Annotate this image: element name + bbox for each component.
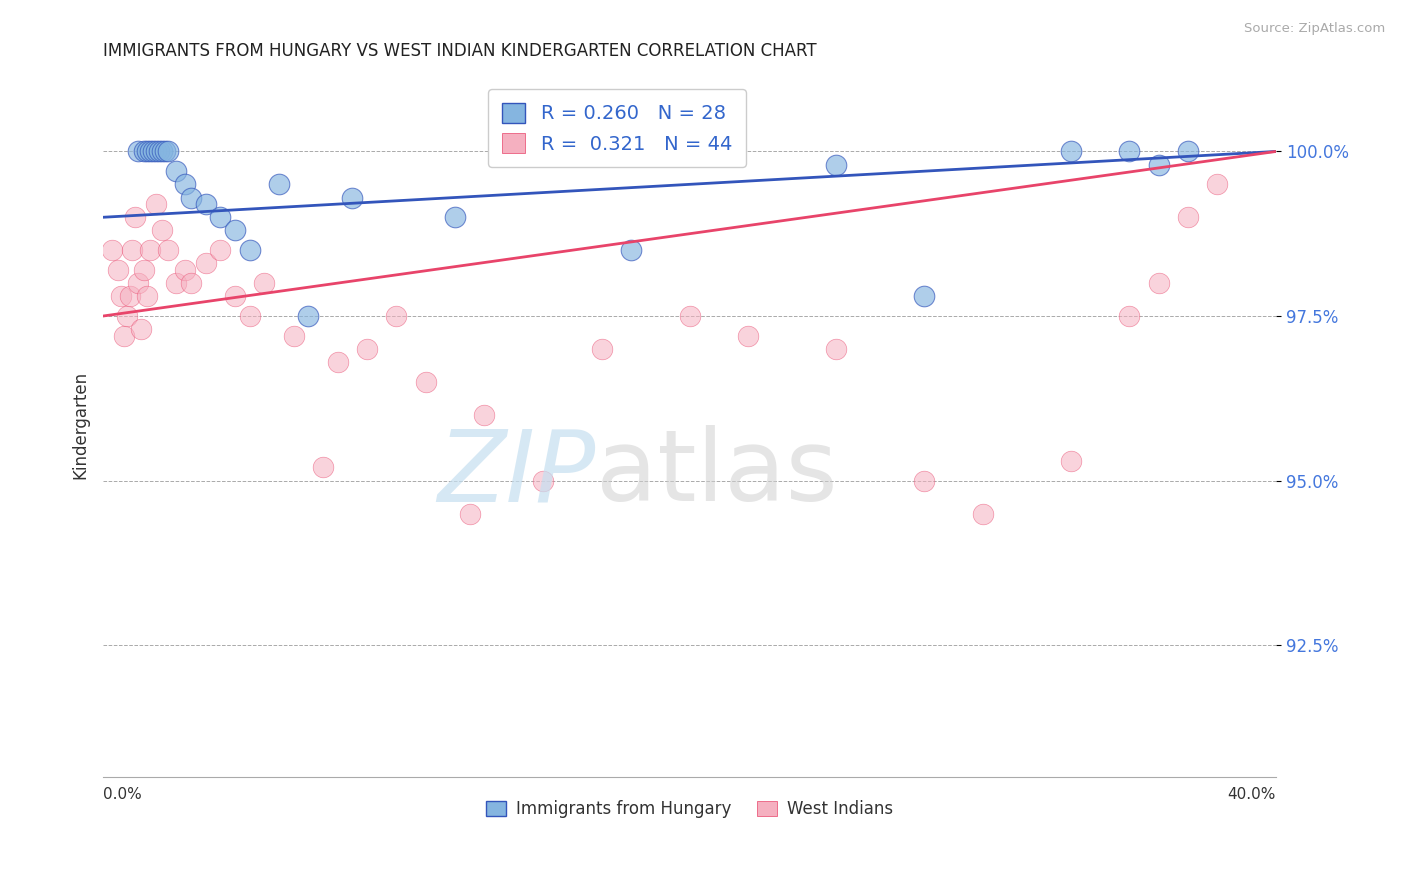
Point — [153, 145, 176, 159]
Point — [678, 309, 700, 323]
Point — [118, 289, 141, 303]
Point — [1060, 145, 1083, 159]
Point — [385, 309, 408, 323]
Point — [531, 474, 554, 488]
Point — [458, 507, 481, 521]
Point — [1147, 276, 1170, 290]
Point — [912, 289, 935, 303]
Point — [121, 243, 143, 257]
Point — [209, 243, 232, 257]
Point — [124, 211, 146, 225]
Point — [156, 243, 179, 257]
Point — [224, 289, 246, 303]
Text: IMMIGRANTS FROM HUNGARY VS WEST INDIAN KINDERGARTEN CORRELATION CHART: IMMIGRANTS FROM HUNGARY VS WEST INDIAN K… — [103, 42, 817, 60]
Point — [415, 375, 437, 389]
Point — [239, 243, 262, 257]
Point — [912, 474, 935, 488]
Point — [112, 328, 135, 343]
Point — [145, 197, 167, 211]
Point — [174, 178, 197, 192]
Point — [356, 342, 378, 356]
Text: ZIP: ZIP — [437, 425, 596, 523]
Point — [1177, 145, 1199, 159]
Point — [127, 145, 149, 159]
Point — [1177, 211, 1199, 225]
Point — [1206, 178, 1229, 192]
Point — [134, 145, 156, 159]
Point — [180, 190, 202, 204]
Point — [134, 263, 156, 277]
Point — [139, 243, 162, 257]
Point — [1060, 454, 1083, 468]
Point — [239, 309, 262, 323]
Point — [139, 145, 162, 159]
Point — [297, 309, 319, 323]
Point — [165, 276, 187, 290]
Y-axis label: Kindergarten: Kindergarten — [72, 370, 89, 479]
Point — [136, 145, 159, 159]
Point — [283, 328, 305, 343]
Point — [145, 145, 167, 159]
Point — [342, 190, 364, 204]
Point — [472, 408, 495, 422]
Point — [165, 164, 187, 178]
Text: 0.0%: 0.0% — [103, 787, 142, 802]
Point — [1118, 309, 1140, 323]
Text: Source: ZipAtlas.com: Source: ZipAtlas.com — [1244, 22, 1385, 36]
Point — [127, 276, 149, 290]
Point — [253, 276, 276, 290]
Point — [591, 342, 613, 356]
Point — [136, 289, 159, 303]
Point — [825, 158, 848, 172]
Point — [444, 211, 467, 225]
Point — [180, 276, 202, 290]
Point — [267, 178, 290, 192]
Point — [1147, 158, 1170, 172]
Point — [194, 197, 217, 211]
Point — [312, 460, 335, 475]
Point — [224, 223, 246, 237]
Point — [129, 322, 152, 336]
Point — [174, 263, 197, 277]
Point — [194, 256, 217, 270]
Point — [101, 243, 124, 257]
Text: atlas: atlas — [596, 425, 838, 523]
Point — [150, 223, 173, 237]
Point — [115, 309, 138, 323]
Text: 40.0%: 40.0% — [1227, 787, 1277, 802]
Point — [156, 145, 179, 159]
Point — [737, 328, 759, 343]
Point — [326, 355, 349, 369]
Point — [150, 145, 173, 159]
Point — [142, 145, 165, 159]
Point — [825, 342, 848, 356]
Point — [209, 211, 232, 225]
Point — [148, 145, 170, 159]
Legend: Immigrants from Hungary, West Indians: Immigrants from Hungary, West Indians — [479, 794, 900, 825]
Point — [107, 263, 129, 277]
Point — [972, 507, 994, 521]
Point — [620, 243, 643, 257]
Point — [110, 289, 132, 303]
Point — [1118, 145, 1140, 159]
